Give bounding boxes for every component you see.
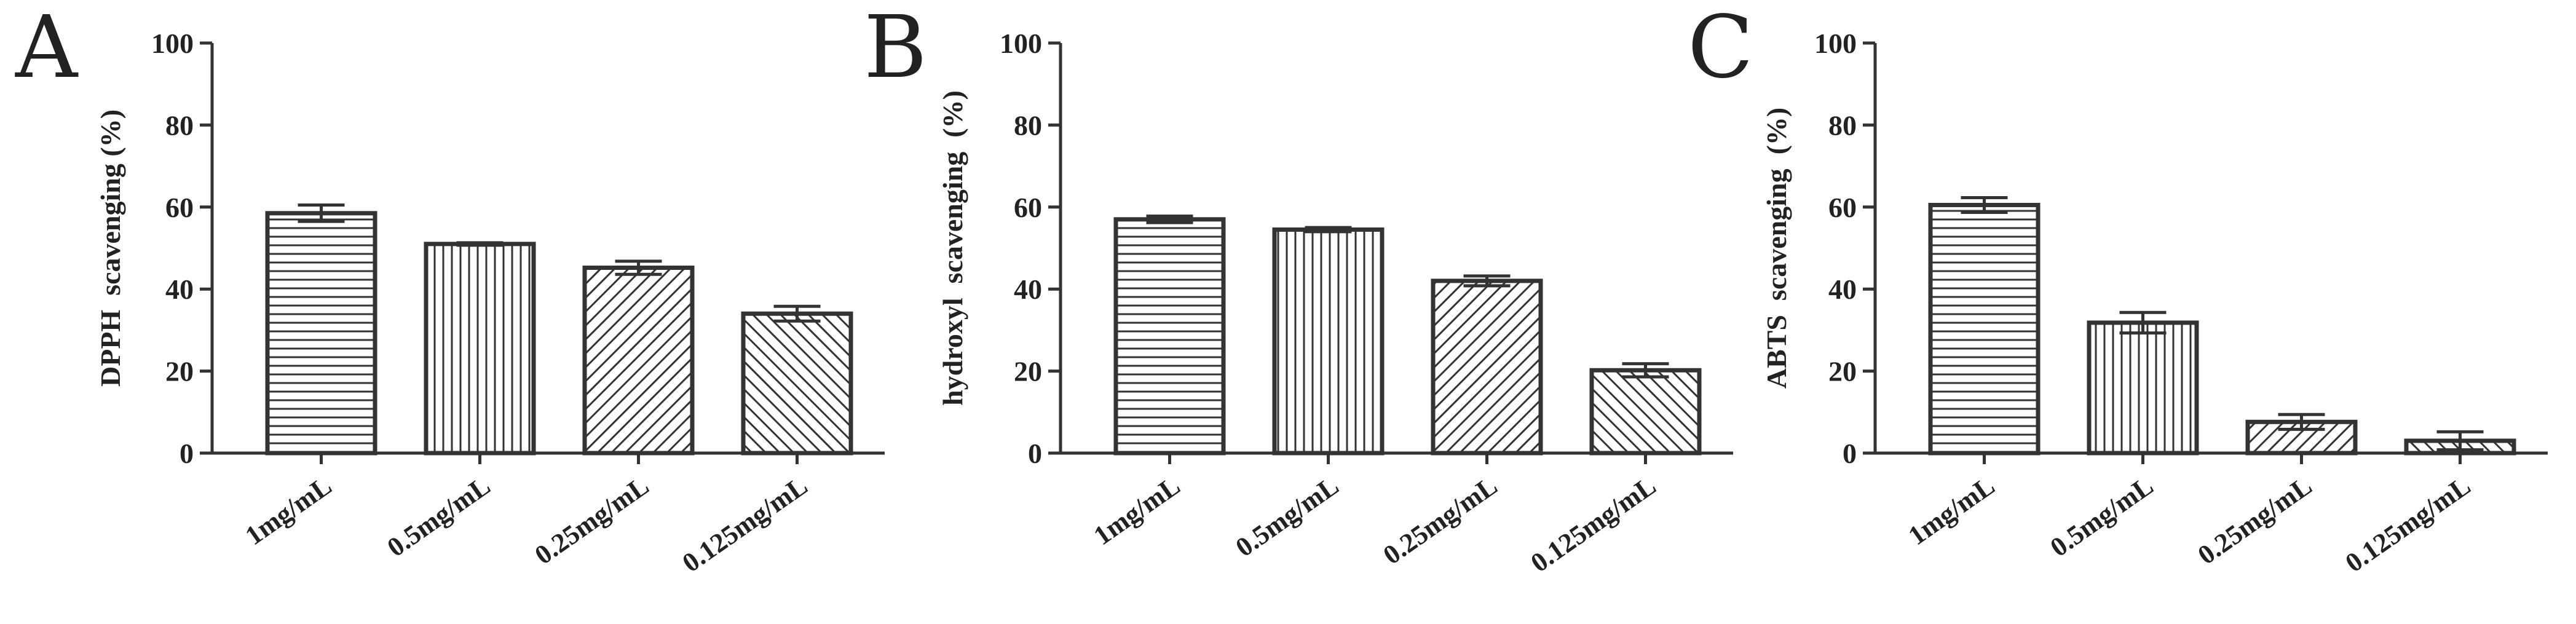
y-tick-label: 0 — [1843, 438, 1857, 469]
y-tick-label: 60 — [1828, 192, 1857, 223]
y-tick-label: 100 — [151, 28, 194, 59]
y-tick-label: 40 — [1828, 274, 1857, 305]
x-tick-label: 0.5mg/mL — [1230, 470, 1344, 563]
chart-panel-a: A 0 20 40 60 80 100 DPPH scavenging (%) 1mg/mL 0.… — [15, 0, 885, 578]
bar-0-5mg-ml — [424, 242, 536, 456]
y-tick-label: 20 — [1828, 356, 1857, 387]
y-tick-label: 60 — [1014, 192, 1042, 223]
y-tick-label: 0 — [1028, 438, 1042, 469]
x-tick-label: 1mg/mL — [240, 470, 337, 551]
panel-letter: C — [1688, 0, 1753, 98]
bar-1mg-ml — [1113, 217, 1226, 456]
x-tick-label: 0.25mg/mL — [2192, 470, 2317, 571]
bar-0-125mg-ml — [1589, 368, 1702, 456]
panel-letter: A — [15, 0, 79, 98]
bar-0-125mg-ml — [741, 311, 853, 456]
x-tick-label: 0.25mg/mL — [529, 470, 654, 571]
bar-0-25mg-ml — [582, 266, 695, 456]
x-tick-label: 0.25mg/mL — [1378, 470, 1503, 571]
y-tick-label: 80 — [1828, 109, 1857, 141]
y-tick-label: 80 — [165, 109, 194, 141]
x-tick-label: 1mg/mL — [1088, 470, 1185, 551]
bar-1mg-ml — [265, 211, 377, 456]
bar-0-25mg-ml — [1431, 278, 1543, 456]
y-tick-label: 20 — [165, 356, 194, 387]
x-tick-label: 1mg/mL — [1903, 470, 2000, 551]
y-tick-label: 100 — [1000, 28, 1042, 59]
panel-letter: B — [864, 0, 927, 98]
y-axis-label: DPPH scavenging (%) — [95, 109, 126, 387]
y-axis-label: ABTS scavenging (%) — [1761, 108, 1792, 389]
x-tick-label: 0.125mg/mL — [677, 470, 813, 578]
chart-panel-b: B 0 20 40 60 80 100 hydroxyl scavenging (%) 1mg/… — [864, 0, 1733, 578]
y-axis-label: hydroxyl scavenging (%) — [937, 90, 968, 406]
bar-0-5mg-ml — [2087, 320, 2199, 456]
y-tick-label: 40 — [1014, 274, 1042, 305]
bar-1mg-ml — [1928, 202, 2041, 456]
chart-panel-c: C 0 20 40 60 80 100 ABTS scavenging (%) 1mg/mL 0.… — [1688, 0, 2548, 578]
y-tick-label: 20 — [1014, 356, 1042, 387]
x-tick-label: 0.5mg/mL — [2045, 470, 2159, 563]
y-tick-label: 100 — [1814, 28, 1857, 59]
y-tick-label: 0 — [180, 438, 194, 469]
y-tick-label: 40 — [165, 274, 194, 305]
y-tick-label: 60 — [165, 192, 194, 223]
y-tick-label: 80 — [1014, 109, 1042, 141]
bar-0-5mg-ml — [1272, 227, 1385, 456]
x-tick-label: 0.125mg/mL — [1525, 470, 1661, 578]
x-tick-label: 0.125mg/mL — [2340, 470, 2476, 578]
x-tick-label: 0.5mg/mL — [382, 470, 496, 563]
